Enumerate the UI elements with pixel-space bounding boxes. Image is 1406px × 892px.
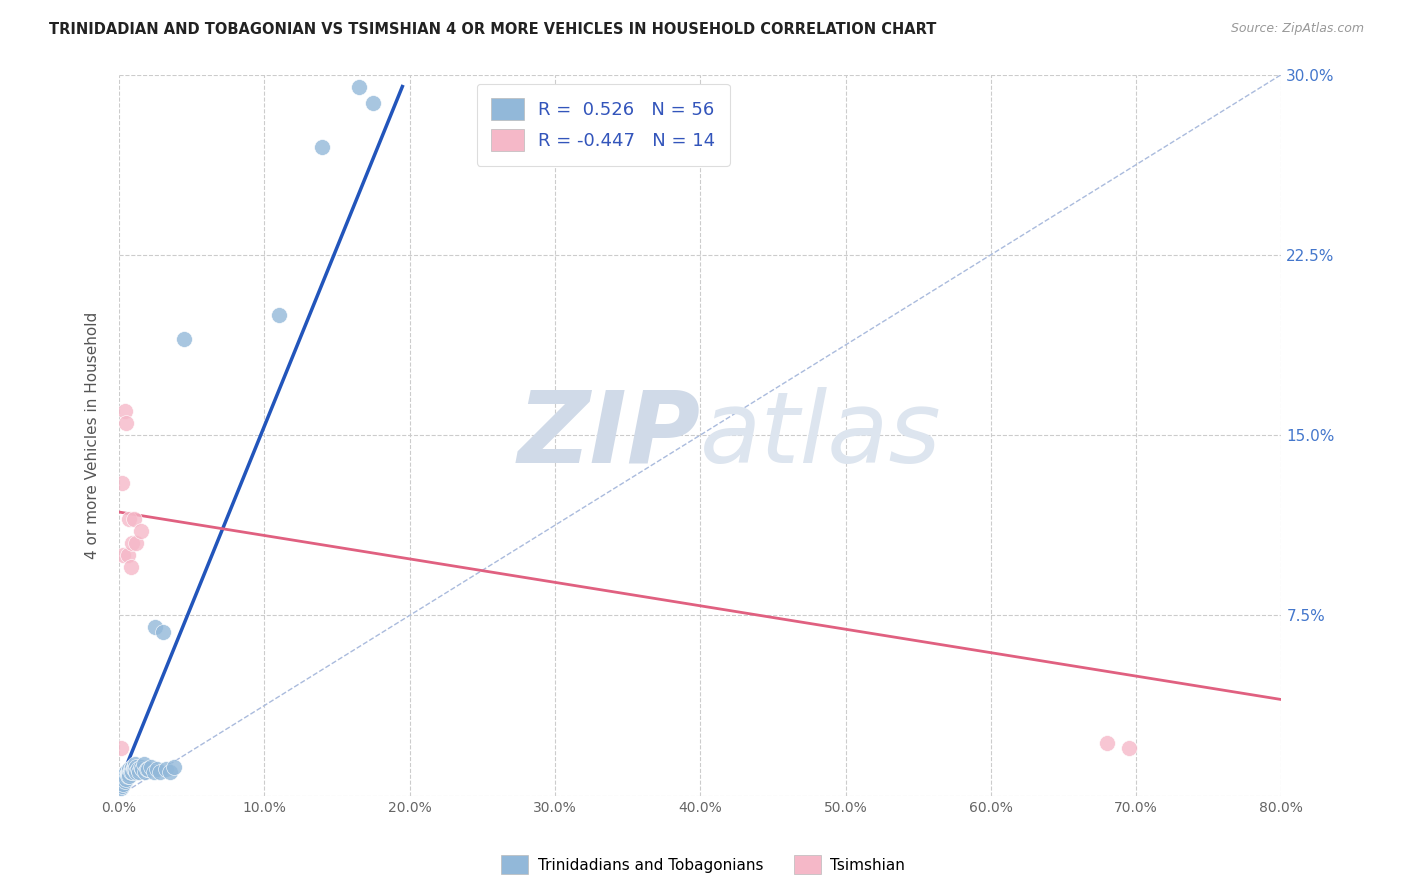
Point	[120, 762, 142, 776]
Text: atlas: atlas	[700, 386, 942, 483]
Point	[114, 772, 136, 786]
Point	[112, 777, 135, 791]
Point	[136, 762, 159, 776]
Point	[111, 774, 134, 789]
Point	[110, 740, 132, 755]
Point	[115, 764, 138, 779]
Point	[121, 764, 143, 779]
Point	[125, 760, 148, 774]
Legend: R =  0.526   N = 56, R = -0.447   N = 14: R = 0.526 N = 56, R = -0.447 N = 14	[477, 84, 730, 166]
Point	[114, 769, 136, 783]
Point	[363, 96, 385, 111]
Point	[139, 760, 162, 774]
Point	[112, 769, 135, 783]
Point	[311, 139, 333, 153]
Point	[111, 476, 134, 491]
Point	[135, 762, 157, 776]
Point	[129, 760, 152, 774]
Point	[122, 762, 145, 776]
Point	[115, 416, 138, 430]
Point	[114, 767, 136, 781]
Point	[128, 764, 150, 779]
Point	[120, 764, 142, 779]
Point	[122, 760, 145, 774]
Point	[127, 762, 149, 776]
Text: ZIP: ZIP	[517, 386, 700, 483]
Point	[111, 779, 134, 793]
Point	[110, 781, 132, 796]
Point	[115, 769, 138, 783]
Point	[114, 774, 136, 789]
Point	[115, 772, 138, 786]
Point	[118, 767, 141, 781]
Point	[134, 764, 156, 779]
Point	[149, 764, 172, 779]
Point	[155, 762, 177, 776]
Point	[1118, 740, 1140, 755]
Point	[132, 757, 155, 772]
Point	[267, 308, 290, 322]
Point	[122, 512, 145, 526]
Point	[1095, 736, 1118, 750]
Point	[111, 777, 134, 791]
Point	[347, 79, 370, 94]
Point	[110, 777, 132, 791]
Point	[124, 757, 146, 772]
Point	[125, 536, 148, 550]
Y-axis label: 4 or more Vehicles in Household: 4 or more Vehicles in Household	[86, 311, 100, 558]
Point	[117, 764, 139, 779]
Point	[117, 549, 139, 563]
Point	[121, 536, 143, 550]
Point	[112, 772, 135, 786]
Point	[173, 332, 195, 346]
Point	[118, 769, 141, 783]
Legend: Trinidadians and Tobagonians, Tsimshian: Trinidadians and Tobagonians, Tsimshian	[495, 849, 911, 880]
Point	[118, 762, 141, 776]
Point	[131, 762, 153, 776]
Point	[121, 760, 143, 774]
Point	[142, 764, 165, 779]
Point	[124, 762, 146, 776]
Text: Source: ZipAtlas.com: Source: ZipAtlas.com	[1230, 22, 1364, 36]
Point	[117, 767, 139, 781]
Point	[110, 779, 132, 793]
Point	[146, 762, 169, 776]
Point	[117, 769, 139, 783]
Point	[125, 764, 148, 779]
Point	[120, 560, 142, 574]
Text: TRINIDADIAN AND TOBAGONIAN VS TSIMSHIAN 4 OR MORE VEHICLES IN HOUSEHOLD CORRELAT: TRINIDADIAN AND TOBAGONIAN VS TSIMSHIAN …	[49, 22, 936, 37]
Point	[152, 625, 174, 640]
Point	[112, 774, 135, 789]
Point	[159, 764, 181, 779]
Point	[145, 620, 167, 634]
Point	[163, 760, 186, 774]
Point	[111, 772, 134, 786]
Point	[129, 524, 152, 539]
Point	[114, 404, 136, 418]
Point	[118, 512, 141, 526]
Point	[112, 549, 135, 563]
